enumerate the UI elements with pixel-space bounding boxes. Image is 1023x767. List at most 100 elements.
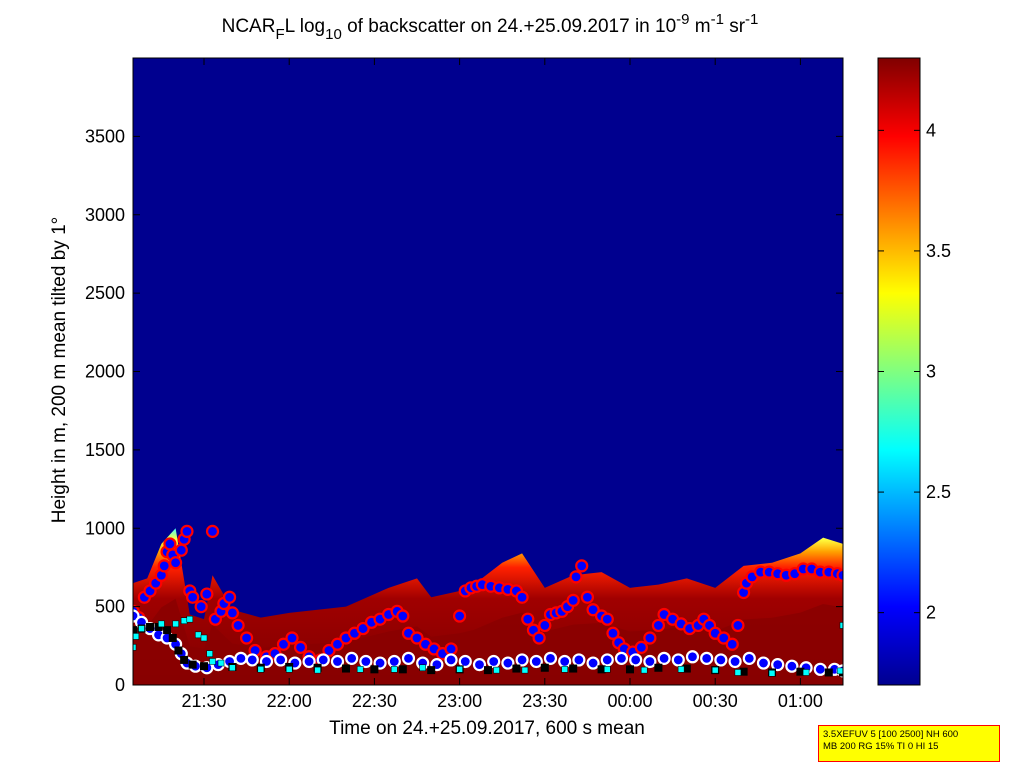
data-point	[728, 654, 742, 669]
data-point	[543, 651, 558, 665]
data-point	[194, 600, 208, 614]
data-point	[330, 637, 345, 651]
data-point	[168, 633, 177, 642]
data-point	[802, 669, 810, 676]
data-point	[785, 659, 799, 673]
data-point	[643, 631, 657, 645]
data-point	[700, 651, 714, 665]
data-point	[566, 593, 580, 607]
data-point	[180, 655, 189, 664]
data-point	[682, 664, 691, 673]
colorbar-ticks: 2 2.5 3 3.5 4	[878, 120, 951, 623]
x-tick-label: 00:30	[693, 691, 738, 711]
data-point	[725, 637, 739, 651]
data-point	[586, 603, 600, 617]
data-point	[225, 606, 239, 620]
data-point	[839, 622, 843, 629]
data-point	[410, 631, 424, 645]
data-point	[634, 640, 648, 654]
data-point	[515, 653, 529, 667]
data-point	[651, 618, 666, 633]
data-point	[206, 650, 213, 657]
data-point	[458, 654, 472, 669]
data-point	[427, 666, 436, 675]
data-point	[456, 666, 463, 673]
data-point	[163, 626, 172, 635]
data-point	[231, 618, 245, 633]
x-tick-label: 22:30	[352, 691, 397, 711]
data-point	[796, 667, 805, 676]
data-point	[274, 653, 288, 667]
data-point	[626, 665, 634, 674]
data-point	[276, 637, 291, 651]
data-point	[444, 653, 458, 667]
data-point	[186, 615, 194, 623]
data-point	[604, 666, 611, 673]
data-point	[205, 524, 220, 538]
data-point	[836, 667, 843, 675]
data-point	[401, 651, 416, 665]
series-aerosol_layer_low	[133, 609, 843, 678]
data-point	[172, 620, 179, 628]
data-point	[717, 631, 731, 645]
data-point	[487, 654, 501, 669]
data-point	[629, 653, 643, 667]
data-point	[561, 666, 568, 673]
data-point	[200, 662, 208, 671]
data-point	[330, 654, 345, 669]
data-point	[711, 666, 719, 674]
y-tick-label: 3000	[85, 205, 125, 225]
data-point	[174, 543, 188, 557]
data-point	[714, 653, 728, 667]
data-point	[569, 570, 583, 584]
y-tick-label: 2000	[85, 362, 125, 382]
data-point	[209, 658, 216, 665]
x-tick-label: 21:30	[181, 691, 226, 711]
data-point	[643, 654, 657, 669]
y-tick-label: 1000	[85, 518, 125, 538]
data-point	[359, 654, 373, 669]
data-point	[614, 651, 629, 665]
data-point	[157, 559, 171, 573]
y-tick-label: 3500	[85, 126, 125, 146]
data-point	[342, 664, 350, 673]
data-point	[654, 663, 663, 672]
data-point	[245, 653, 259, 667]
x-tick-label: 01:00	[778, 691, 823, 711]
x-tick-label: 23:00	[437, 691, 482, 711]
data-point	[538, 618, 552, 633]
data-point	[677, 666, 685, 673]
data-point	[356, 666, 364, 673]
data-point	[521, 612, 535, 626]
chart-title: NCARFL log10 of backscatter on 24.+25.09…	[222, 11, 759, 43]
data-point	[234, 651, 248, 665]
data-point	[586, 656, 600, 670]
data-point	[813, 662, 827, 676]
data-point	[824, 668, 833, 677]
data-point	[200, 634, 208, 642]
data-point	[572, 653, 586, 667]
data-point	[600, 653, 614, 667]
data-point	[606, 626, 620, 640]
data-point	[484, 666, 492, 675]
y-axis-title: Height in m, 200 m mean tilted by 1°	[49, 217, 70, 523]
data-point	[322, 643, 336, 658]
data-point	[493, 666, 500, 674]
data-point	[345, 651, 359, 665]
data-point	[133, 633, 140, 640]
colorbar-tick-label: 2.5	[926, 482, 951, 502]
colorbar	[877, 57, 921, 686]
y-tick-label: 500	[95, 597, 125, 617]
data-point	[387, 654, 401, 669]
data-point	[314, 666, 321, 674]
x-tick-label: 23:30	[522, 691, 567, 711]
data-point	[186, 590, 200, 604]
data-point	[138, 625, 145, 632]
data-point	[671, 653, 685, 667]
data-point	[685, 650, 700, 664]
data-point	[580, 590, 595, 604]
data-point	[396, 609, 410, 623]
y-tick-label: 0	[115, 675, 125, 695]
data-point	[146, 623, 155, 632]
